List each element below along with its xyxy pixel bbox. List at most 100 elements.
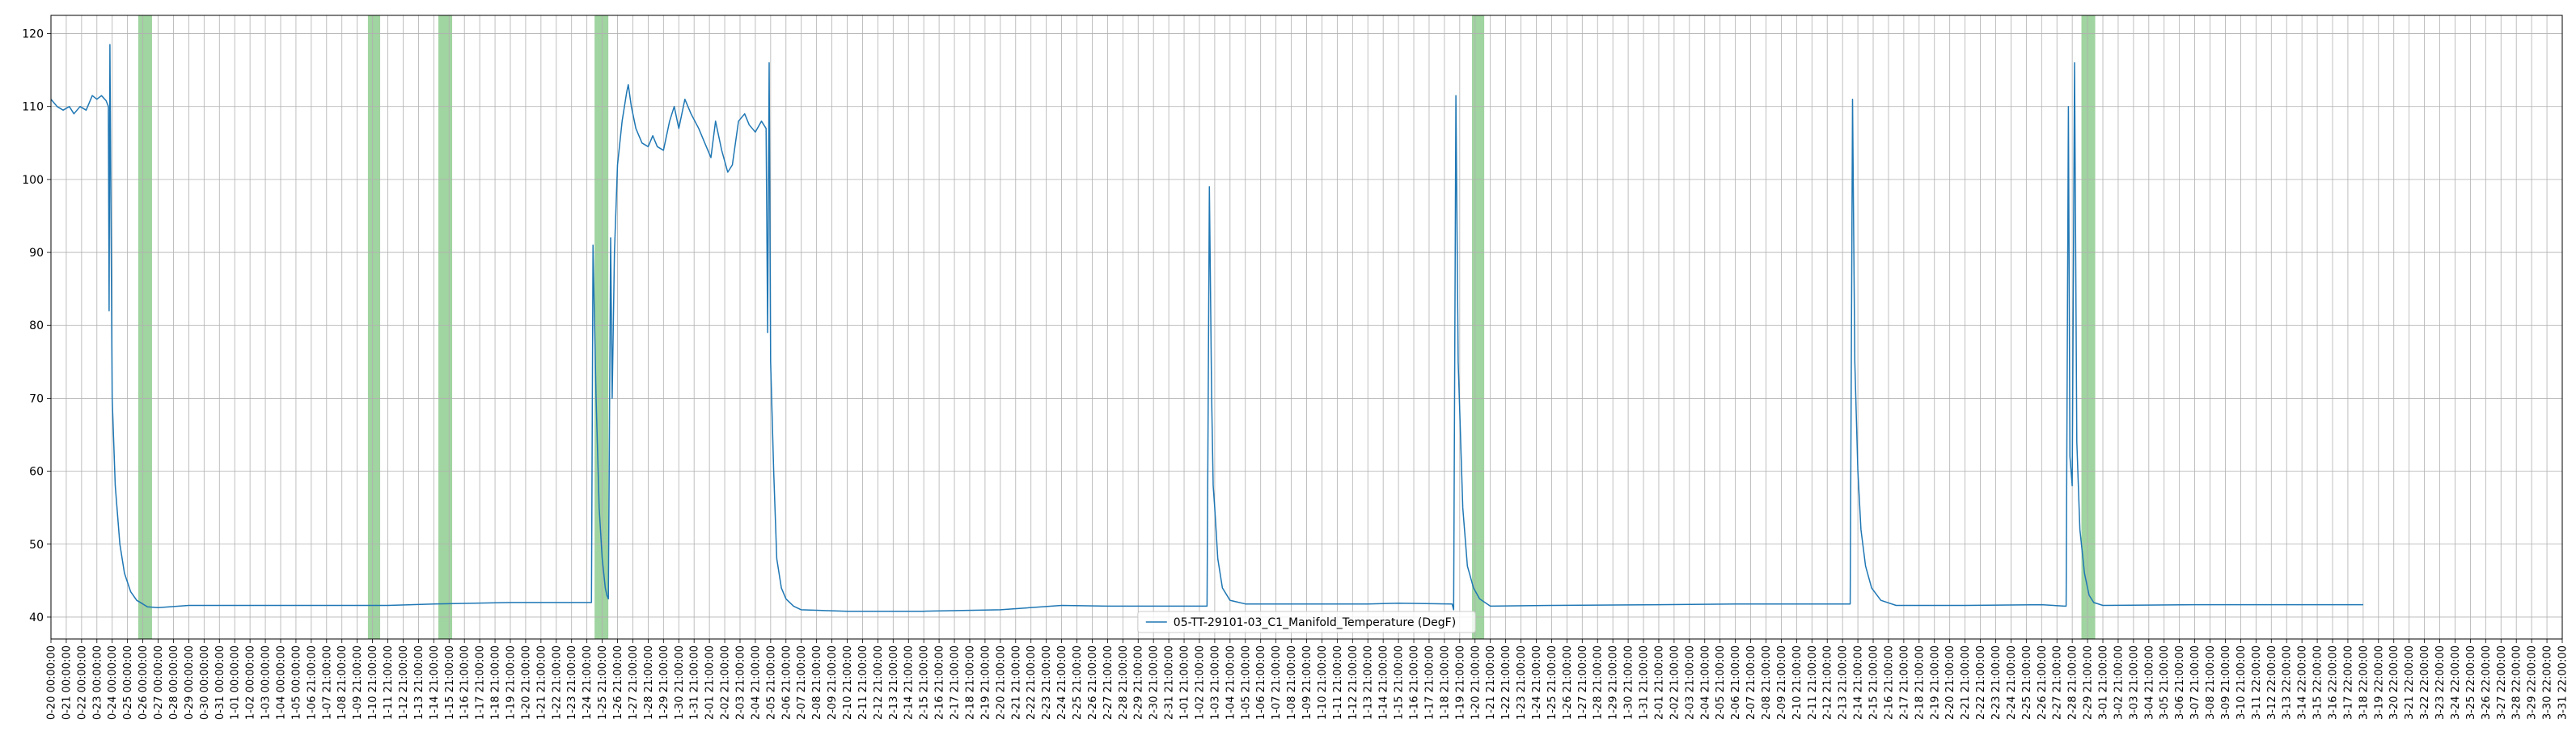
x-tick-label: 1-02 00:00:00 <box>245 645 257 720</box>
x-tick-label: 1-13 21:00:00 <box>413 645 425 720</box>
y-tick-label: 100 <box>22 174 44 187</box>
x-tick-label: 1-07 21:00:00 <box>1271 645 1283 720</box>
x-tick-label: 2-14 21:00:00 <box>1853 645 1865 720</box>
x-tick-label: 1-03 00:00:00 <box>260 645 273 720</box>
x-tick-label: 2-17 21:00:00 <box>1898 645 1910 720</box>
x-tick-label: 1-05 00:00:00 <box>290 645 302 720</box>
x-tick-label: 3-08 21:00:00 <box>2205 645 2217 720</box>
highlight-band-2 <box>438 15 453 639</box>
x-tick-label: 2-15 21:00:00 <box>919 645 931 720</box>
x-tick-label: 1-04 21:00:00 <box>1225 645 1237 720</box>
x-tick-label: 0-30 00:00:00 <box>199 645 211 720</box>
x-tick-label: 3-29 22:00:00 <box>2527 645 2539 720</box>
x-tick-label: 3-30 22:00:00 <box>2542 645 2554 720</box>
x-tick-label: 0-29 00:00:00 <box>184 645 196 720</box>
x-tick-label: 2-08 21:00:00 <box>811 645 823 720</box>
x-tick-label: 1-23 21:00:00 <box>566 645 578 720</box>
x-tick-label: 1-04 00:00:00 <box>275 645 287 720</box>
x-tick-label: 2-26 21:00:00 <box>2037 645 2049 720</box>
x-tick-label: 3-13 22:00:00 <box>2282 645 2294 720</box>
x-tick-label: 1-30 21:00:00 <box>1623 645 1635 720</box>
x-tick-label: 1-19 21:00:00 <box>1454 645 1466 720</box>
x-tick-label: 2-03 21:00:00 <box>1684 645 1696 720</box>
x-tick-label: 3-21 22:00:00 <box>2404 645 2416 720</box>
x-tick-label: 1-30 21:00:00 <box>674 645 686 720</box>
x-tick-label: 3-26 22:00:00 <box>2481 645 2493 720</box>
x-tick-label: 0-24 00:00:00 <box>107 645 119 720</box>
x-tick-label: 1-18 21:00:00 <box>490 645 502 720</box>
x-tick-label: 0-20 00:00:00 <box>46 645 58 720</box>
x-tick-label: 3-17 22:00:00 <box>2342 645 2354 720</box>
x-tick-label: 3-16 22:00:00 <box>2328 645 2340 720</box>
x-tick-label: 2-22 21:00:00 <box>1975 645 1987 720</box>
x-tick-label: 1-02 21:00:00 <box>1194 645 1206 720</box>
x-tick-label: 1-26 21:00:00 <box>1562 645 1574 720</box>
x-tick-label: 2-21 21:00:00 <box>1010 645 1022 720</box>
x-tick-label: 2-15 21:00:00 <box>1868 645 1880 720</box>
x-tick-label: 3-10 21:00:00 <box>2235 645 2248 720</box>
x-tick-label: 1-18 21:00:00 <box>1439 645 1451 720</box>
x-tick-label: 2-19 21:00:00 <box>979 645 992 720</box>
x-tick-label: 1-24 21:00:00 <box>582 645 594 720</box>
x-tick-label: 0-22 00:00:00 <box>76 645 88 720</box>
x-tick-label: 1-20 21:00:00 <box>520 645 532 720</box>
x-tick-label: 3-14 22:00:00 <box>2297 645 2309 720</box>
x-tick-label: 2-28 21:00:00 <box>1118 645 1130 720</box>
x-tick-label: 1-24 21:00:00 <box>1531 645 1543 720</box>
x-tick-label: 2-16 21:00:00 <box>934 645 946 720</box>
x-tick-label: 2-25 21:00:00 <box>1072 645 1084 720</box>
x-tick-label: 1-09 21:00:00 <box>1301 645 1313 720</box>
y-tick-label: 80 <box>29 319 44 332</box>
x-tick-label: 1-11 21:00:00 <box>383 645 395 720</box>
x-tick-label: 2-31 21:00:00 <box>1164 645 1176 720</box>
x-tick-label: 1-12 21:00:00 <box>1347 645 1360 720</box>
x-tick-label: 2-07 21:00:00 <box>796 645 808 720</box>
x-tick-label: 2-09 21:00:00 <box>1776 645 1788 720</box>
x-tick-label: 2-23 21:00:00 <box>1990 645 2003 720</box>
x-tick-label: 2-16 21:00:00 <box>1883 645 1895 720</box>
x-tick-label: 1-13 21:00:00 <box>1363 645 1375 720</box>
x-tick-label: 1-17 21:00:00 <box>1423 645 1436 720</box>
x-tick-label: 1-01 21:00:00 <box>1179 645 1191 720</box>
highlight-band-5 <box>2081 15 2096 639</box>
x-tick-label: 1-22 21:00:00 <box>1500 645 1512 720</box>
x-tick-label: 3-06 21:00:00 <box>2174 645 2186 720</box>
x-tick-label: 2-04 21:00:00 <box>1699 645 1711 720</box>
x-tick-label: 2-05 21:00:00 <box>1715 645 1727 720</box>
x-tick-label: 1-08 21:00:00 <box>336 645 349 720</box>
x-tick-label: 1-06 21:00:00 <box>1255 645 1267 720</box>
legend-box <box>1137 611 1476 633</box>
x-tick-label: 3-23 22:00:00 <box>2434 645 2447 720</box>
x-tick-label: 1-01 00:00:00 <box>230 645 242 720</box>
x-tick-label: 2-13 21:00:00 <box>1838 645 1850 720</box>
x-tick-label: 1-21 21:00:00 <box>1485 645 1497 720</box>
x-tick-label: 2-01 21:00:00 <box>704 645 717 720</box>
x-tick-label: 0-26 00:00:00 <box>137 645 150 720</box>
legend: 05-TT-29101-03_C1_Manifold_Temperature (… <box>1137 611 1476 633</box>
x-tick-label: 1-31 21:00:00 <box>1639 645 1651 720</box>
x-tick-label: 1-06 21:00:00 <box>306 645 318 720</box>
x-tick-label: 1-11 21:00:00 <box>1332 645 1344 720</box>
x-tick-label: 2-28 21:00:00 <box>2067 645 2079 720</box>
x-tick-label: 2-29 21:00:00 <box>1133 645 1145 720</box>
x-tick-label: 3-03 21:00:00 <box>2128 645 2140 720</box>
x-tick-label: 2-09 21:00:00 <box>827 645 839 720</box>
x-tick-label: 1-09 21:00:00 <box>352 645 364 720</box>
x-tick-label: 2-23 21:00:00 <box>1041 645 1053 720</box>
x-tick-label: 0-21 00:00:00 <box>61 645 73 720</box>
x-tick-label: 2-07 21:00:00 <box>1745 645 1758 720</box>
x-tick-label: 1-29 21:00:00 <box>658 645 670 720</box>
x-tick-label: 2-10 21:00:00 <box>1791 645 1804 720</box>
x-tick-label: 2-19 21:00:00 <box>1929 645 1941 720</box>
x-tick-label: 1-03 21:00:00 <box>1209 645 1221 720</box>
x-tick-label: 1-15 21:00:00 <box>444 645 456 720</box>
x-tick-label: 3-05 21:00:00 <box>2159 645 2171 720</box>
x-tick-label: 2-17 21:00:00 <box>950 645 962 720</box>
series-lines <box>50 44 2363 612</box>
x-tick-label: 2-03 21:00:00 <box>734 645 747 720</box>
x-tick-label: 2-11 21:00:00 <box>857 645 869 720</box>
x-tick-label: 1-26 21:00:00 <box>612 645 624 720</box>
x-tick-label: 1-27 21:00:00 <box>1577 645 1589 720</box>
x-tick-label: 2-20 21:00:00 <box>995 645 1007 720</box>
x-tick-label: 3-22 22:00:00 <box>2419 645 2431 720</box>
